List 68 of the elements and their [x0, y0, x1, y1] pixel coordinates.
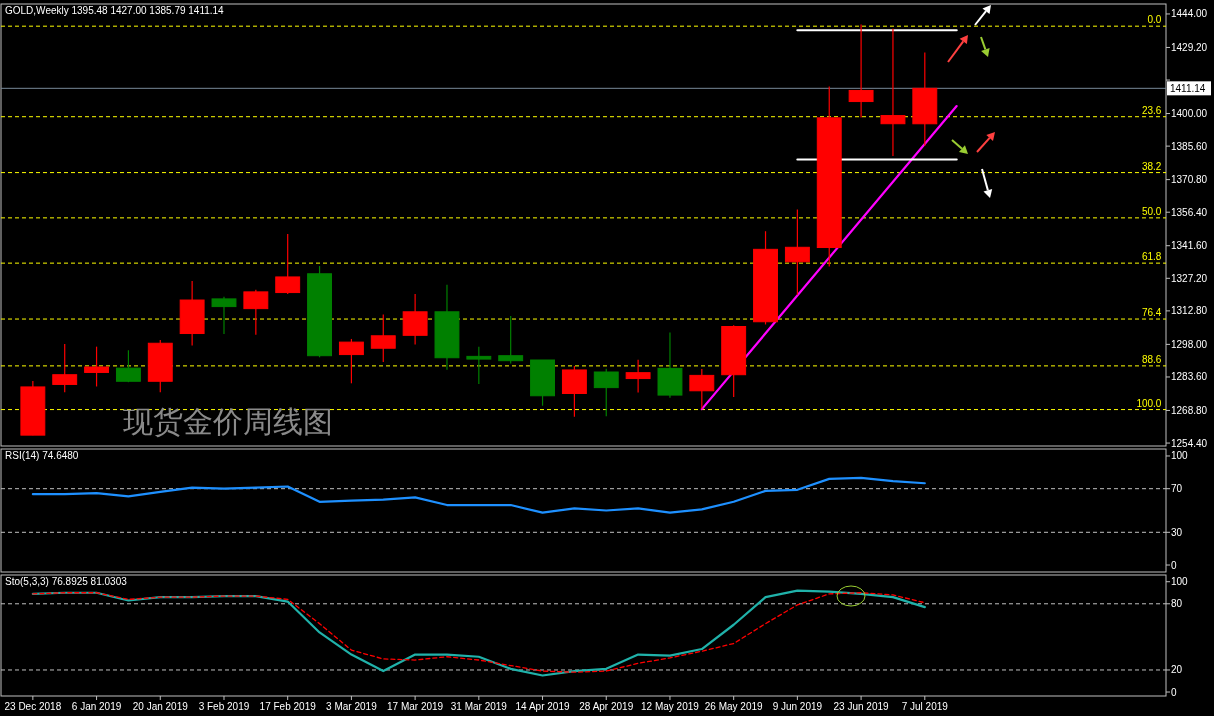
candlestick — [52, 343, 78, 393]
y-tick-label: 1400.00 — [1171, 108, 1208, 120]
candlestick — [211, 296, 237, 335]
y-tick-label: 0 — [1171, 559, 1177, 571]
x-tick-label: 12 May 2019 — [641, 701, 700, 712]
annotation: 0.0 — [1147, 14, 1162, 26]
ref-line-label: 1411.14 — [1170, 82, 1206, 94]
candlestick — [84, 346, 110, 388]
x-tick-label: 3 Mar 2019 — [326, 701, 378, 712]
x-tick-label: 20 Jan 2019 — [132, 701, 189, 712]
x-tick-label: 17 Mar 2019 — [387, 701, 444, 712]
y-tick-label: 30 — [1171, 526, 1183, 538]
x-tick-label: 26 May 2019 — [704, 701, 764, 712]
y-tick-label: 70 — [1171, 483, 1183, 495]
y-tick-label: 100 — [1171, 576, 1189, 588]
chart-title: GOLD,Weekly 1395.48 1427.00 1385.79 1411.14 — [5, 5, 225, 16]
y-tick-label: 1327.20 — [1171, 272, 1208, 284]
candlestick — [880, 28, 906, 157]
candlestick — [370, 313, 396, 363]
x-tick-label: 7 Jul 2019 — [901, 701, 949, 712]
y-tick-label: 1385.60 — [1171, 140, 1208, 152]
x-tick-label: 9 Jun 2019 — [772, 701, 823, 712]
annotation: 23.6 — [1141, 104, 1162, 116]
x-tick-label: 17 Feb 2019 — [259, 701, 317, 712]
annotation: 38.2 — [1141, 160, 1162, 172]
candlestick — [561, 365, 587, 418]
annotation: 88.6 — [1141, 353, 1162, 365]
candlestick — [243, 289, 269, 336]
y-tick-label: 1370.80 — [1171, 174, 1208, 186]
x-tick-label: 3 Feb 2019 — [198, 701, 250, 712]
x-tick-label: 6 Jan 2019 — [71, 701, 122, 712]
candlestick — [466, 346, 492, 385]
candlestick — [593, 368, 619, 417]
x-tick-label: 14 Apr 2019 — [515, 701, 570, 712]
x-tick-label: 23 Jun 2019 — [833, 701, 890, 712]
chart-title: RSI(14) 74.6480 — [5, 450, 79, 461]
candlestick — [498, 315, 524, 364]
y-tick-label: 1429.20 — [1171, 41, 1208, 53]
candlestick — [848, 23, 874, 119]
candlestick — [115, 349, 141, 383]
y-tick-label: 1356.40 — [1171, 206, 1208, 218]
y-tick-label: 1341.60 — [1171, 240, 1208, 252]
y-tick-label: 1268.80 — [1171, 404, 1208, 416]
annotation: 76.4 — [1141, 307, 1162, 319]
candlestick — [275, 233, 301, 295]
candlestick — [784, 208, 810, 296]
candlestick — [338, 338, 364, 384]
y-tick-label: 1444.00 — [1171, 8, 1208, 20]
x-tick-label: 31 Mar 2019 — [450, 701, 508, 712]
annotation: 现货金价周线图 — [123, 405, 333, 438]
y-tick-label: 1312.80 — [1171, 305, 1208, 317]
line-series — [31, 476, 926, 514]
y-tick-label: 1283.60 — [1171, 371, 1208, 383]
y-tick-label: 20 — [1171, 664, 1183, 676]
y-tick-label: 1298.00 — [1171, 338, 1208, 350]
x-tick-label: 28 Apr 2019 — [579, 701, 634, 712]
x-tick-label: 23 Dec 2018 — [4, 701, 62, 712]
candlestick — [402, 293, 428, 345]
chart-title: Sto(5,3,3) 76.8925 81.0303 — [5, 576, 128, 587]
annotation: 100.0 — [1136, 397, 1162, 409]
y-tick-label: 100 — [1171, 450, 1189, 462]
y-tick-label: 0 — [1171, 686, 1177, 698]
candlestick — [689, 368, 715, 410]
y-tick-label: 1254.40 — [1171, 437, 1208, 449]
annotation: 50.0 — [1141, 205, 1162, 217]
annotation: 61.8 — [1141, 251, 1162, 263]
candlestick — [625, 359, 651, 394]
y-tick-label: 80 — [1171, 598, 1183, 610]
